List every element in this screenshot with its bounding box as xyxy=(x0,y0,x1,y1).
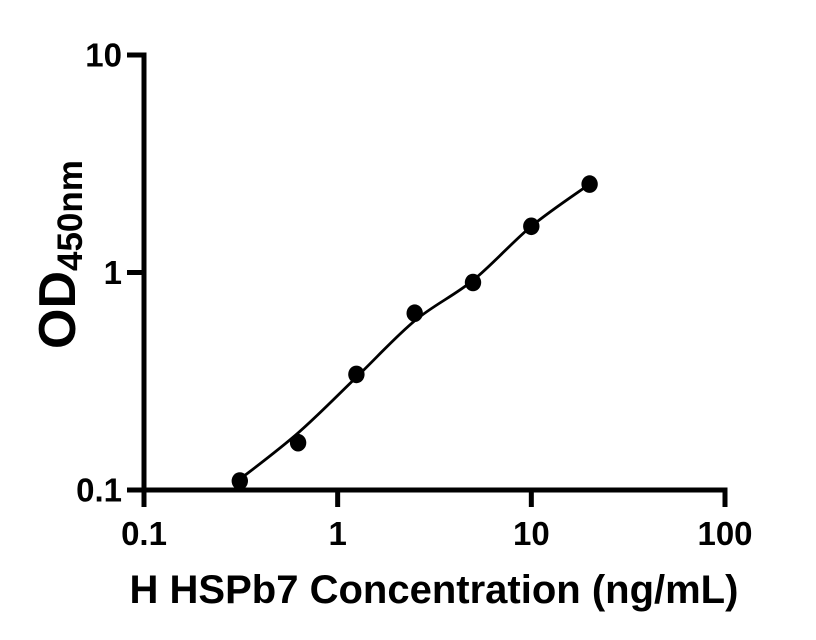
data-series xyxy=(231,175,598,490)
x-axis-line xyxy=(127,487,728,507)
data-point xyxy=(464,273,482,292)
x-tick-label: 0.1 xyxy=(121,515,167,552)
y-tick-label: 1 xyxy=(104,254,122,291)
axes xyxy=(127,52,728,507)
x-axis-ticks: 0.1 1 10 100 xyxy=(121,490,753,552)
y-axis-line xyxy=(127,52,147,507)
data-point xyxy=(581,175,598,193)
data-point xyxy=(231,472,248,490)
x-tick-label: 100 xyxy=(697,515,752,552)
data-point xyxy=(289,433,307,452)
y-tick-label: 0.1 xyxy=(76,472,122,509)
x-tick-label: 10 xyxy=(513,515,550,552)
data-point xyxy=(523,217,540,236)
x-tick-label: 1 xyxy=(328,515,346,552)
x-axis-title: H HSPb7 Concentration (ng/mL) xyxy=(130,568,739,612)
y-axis-title-main: OD xyxy=(29,271,87,349)
y-axis-title: OD450nm xyxy=(29,160,90,349)
y-tick-label: 10 xyxy=(85,37,122,74)
data-point xyxy=(348,365,365,384)
y-axis-ticks: 0.1 1 10 xyxy=(76,37,144,509)
data-point xyxy=(406,304,423,323)
y-axis-title-subscript: 450nm xyxy=(51,160,90,271)
